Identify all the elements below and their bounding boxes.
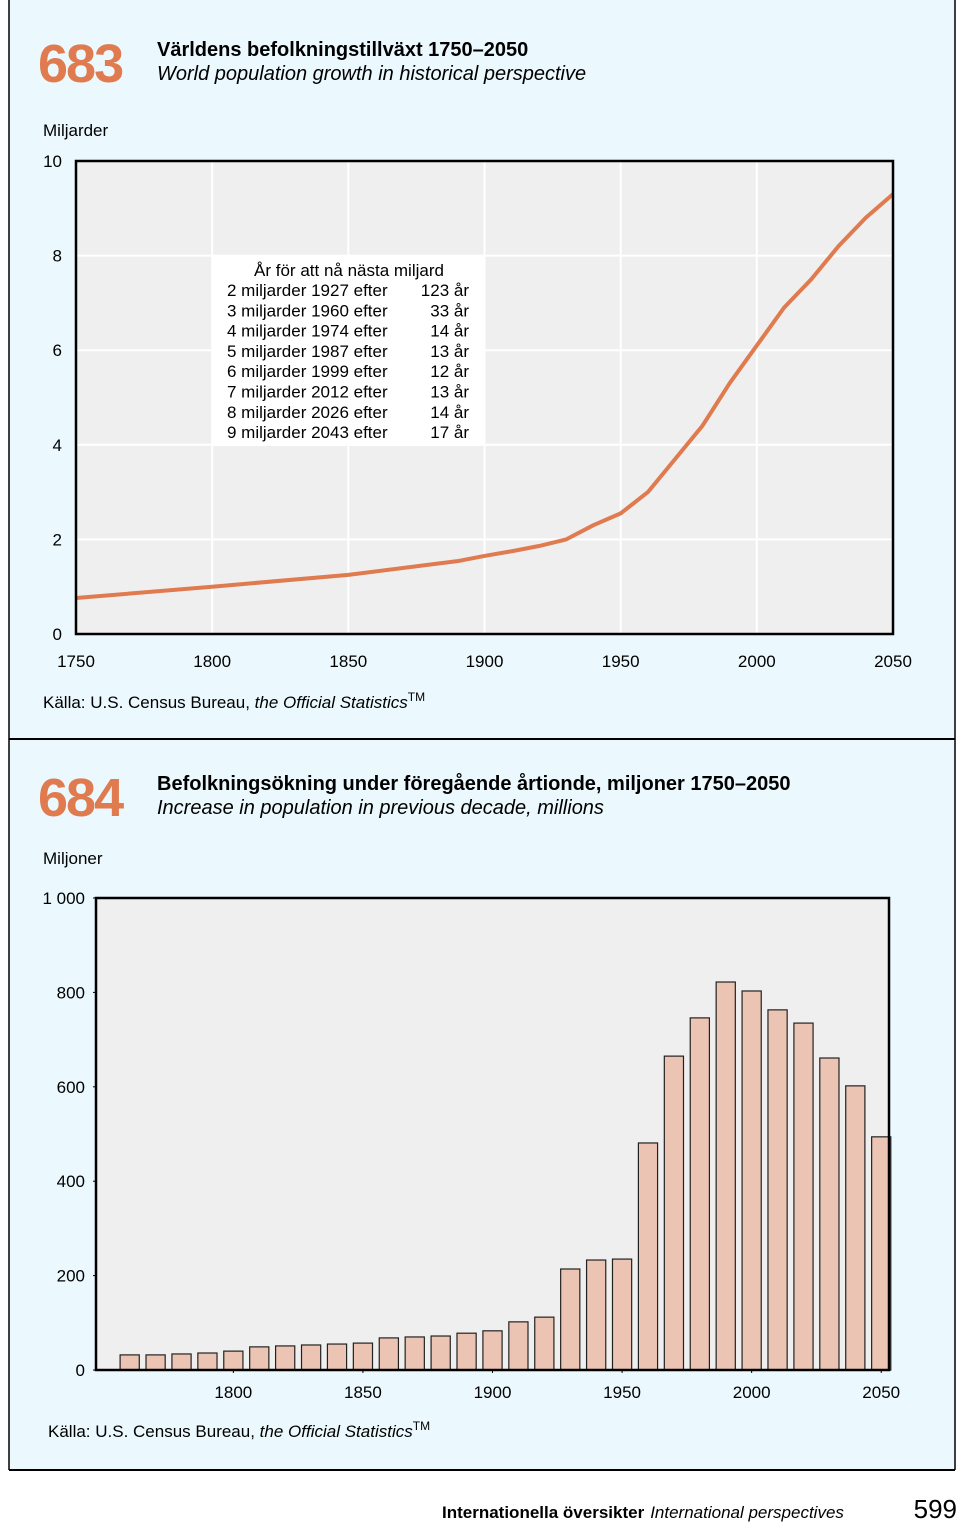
- bar: [585, 1259, 607, 1371]
- annotation-cell: 2 miljarder 1927 efter: [227, 281, 388, 300]
- bar: [534, 1316, 555, 1371]
- x-tick-label: 1900: [474, 1383, 512, 1402]
- x-tick-label: 1950: [603, 1383, 641, 1402]
- annotation-cell: 33 år: [430, 301, 469, 320]
- x-tick-label: 2050: [862, 1383, 900, 1402]
- x-tick-label: 1900: [466, 652, 504, 671]
- bar: [845, 1085, 866, 1371]
- y-tick-label: 1 000: [42, 889, 85, 908]
- bar: [715, 981, 736, 1371]
- chart-title: Befolkningsökning under föregående årtio…: [157, 772, 791, 795]
- chart-subtitle: Increase in population in previous decad…: [157, 797, 604, 819]
- annotation-cell: 5 miljarder 1987 efter: [227, 342, 388, 361]
- bar: [249, 1346, 270, 1371]
- bar: [145, 1354, 166, 1371]
- source: Källa: U.S. Census Bureau, the Official …: [48, 1419, 430, 1441]
- y-tick-label: 10: [43, 152, 62, 171]
- annotation-cell: 13 år: [430, 342, 469, 361]
- bar: [482, 1330, 503, 1371]
- annotation-cell: 9 miljarder 2043 efter: [227, 423, 388, 442]
- bar: [456, 1332, 477, 1371]
- bar: [430, 1335, 451, 1371]
- plot-border: [74, 159, 895, 636]
- source-text: Källa: U.S. Census Bureau,: [43, 693, 255, 712]
- y-tick-label: 0: [76, 1361, 85, 1380]
- x-tick-label: 1950: [602, 652, 640, 671]
- chart-number: 683: [38, 34, 123, 94]
- plot-border: [94, 896, 891, 1372]
- page-number: 599: [914, 1494, 957, 1524]
- y-axis-label: Miljoner: [43, 849, 103, 868]
- bar: [352, 1342, 374, 1371]
- x-tick-label: 1850: [344, 1383, 382, 1402]
- bar: [404, 1336, 425, 1371]
- bar: [171, 1353, 192, 1371]
- bar: [560, 1268, 581, 1371]
- bar: [611, 1258, 633, 1371]
- bar: [326, 1343, 348, 1371]
- annotation-cell: 123 år: [421, 281, 470, 300]
- annotation-cell: 14 år: [430, 403, 469, 422]
- bar: [767, 1009, 788, 1371]
- bar: [819, 1057, 840, 1371]
- annotation-box: [212, 256, 484, 446]
- bar: [741, 990, 762, 1371]
- x-tick-label: 1800: [193, 652, 231, 671]
- x-tick-label: 2050: [874, 652, 912, 671]
- y-tick-label: 2: [53, 530, 62, 549]
- chart-subtitle: World population growth in historical pe…: [157, 63, 586, 85]
- annotation-cell: 3 miljarder 1960 efter: [227, 301, 388, 320]
- annotation-cell: 17 år: [430, 423, 469, 442]
- x-tick-label: 1850: [329, 652, 367, 671]
- source-italic: the Official Statistics: [260, 1422, 414, 1441]
- annotation-cell: 7 miljarder 2012 efter: [227, 383, 388, 402]
- source-mark: TM: [408, 690, 425, 704]
- bar: [637, 1142, 659, 1371]
- footer: Internationella översikter International …: [442, 1503, 844, 1522]
- bar: [300, 1344, 322, 1371]
- source-mark: TM: [413, 1419, 430, 1433]
- y-tick-label: 6: [53, 341, 62, 360]
- source: Källa: U.S. Census Bureau, the Official …: [43, 690, 425, 712]
- chart-title: Världens befolkningstillväxt 1750–2050: [157, 39, 528, 61]
- y-axis-label: Miljarder: [43, 121, 109, 140]
- bar: [508, 1321, 529, 1371]
- data-line: [75, 192, 895, 601]
- y-tick-label: 4: [53, 436, 62, 455]
- x-tick-label: 2000: [738, 652, 776, 671]
- y-tick-label: 8: [53, 247, 62, 266]
- bar: [689, 1017, 711, 1371]
- source-italic: the Official Statistics: [255, 693, 409, 712]
- annotation-title: År för att nå nästa miljard: [254, 261, 444, 280]
- x-tick-label: 1750: [57, 652, 95, 671]
- chart-number: 684: [38, 768, 124, 828]
- y-tick-label: 200: [57, 1267, 85, 1286]
- annotation-cell: 6 miljarder 1999 efter: [227, 362, 388, 381]
- bar: [793, 1022, 814, 1371]
- footer-section-en: International perspectives: [650, 1503, 844, 1522]
- bar: [274, 1345, 296, 1371]
- source-text: Källa: U.S. Census Bureau,: [48, 1422, 260, 1441]
- annotation-cell: 12 år: [430, 362, 469, 381]
- bar: [119, 1354, 140, 1371]
- bar: [663, 1055, 685, 1371]
- bar: [197, 1352, 218, 1371]
- annotation-cell: 13 år: [430, 383, 469, 402]
- y-tick-label: 400: [57, 1172, 85, 1191]
- bar: [223, 1350, 244, 1371]
- bar: [378, 1337, 400, 1371]
- y-tick-label: 800: [57, 983, 85, 1002]
- x-tick-label: 2000: [733, 1383, 771, 1402]
- annotation-cell: 8 miljarder 2026 efter: [227, 403, 388, 422]
- footer-section: Internationella översikter: [442, 1503, 645, 1522]
- annotation-cell: 4 miljarder 1974 efter: [227, 322, 388, 341]
- annotation-cell: 14 år: [430, 322, 469, 341]
- x-tick-label: 1800: [214, 1383, 252, 1402]
- y-tick-label: 0: [53, 625, 62, 644]
- y-tick-label: 600: [57, 1078, 85, 1097]
